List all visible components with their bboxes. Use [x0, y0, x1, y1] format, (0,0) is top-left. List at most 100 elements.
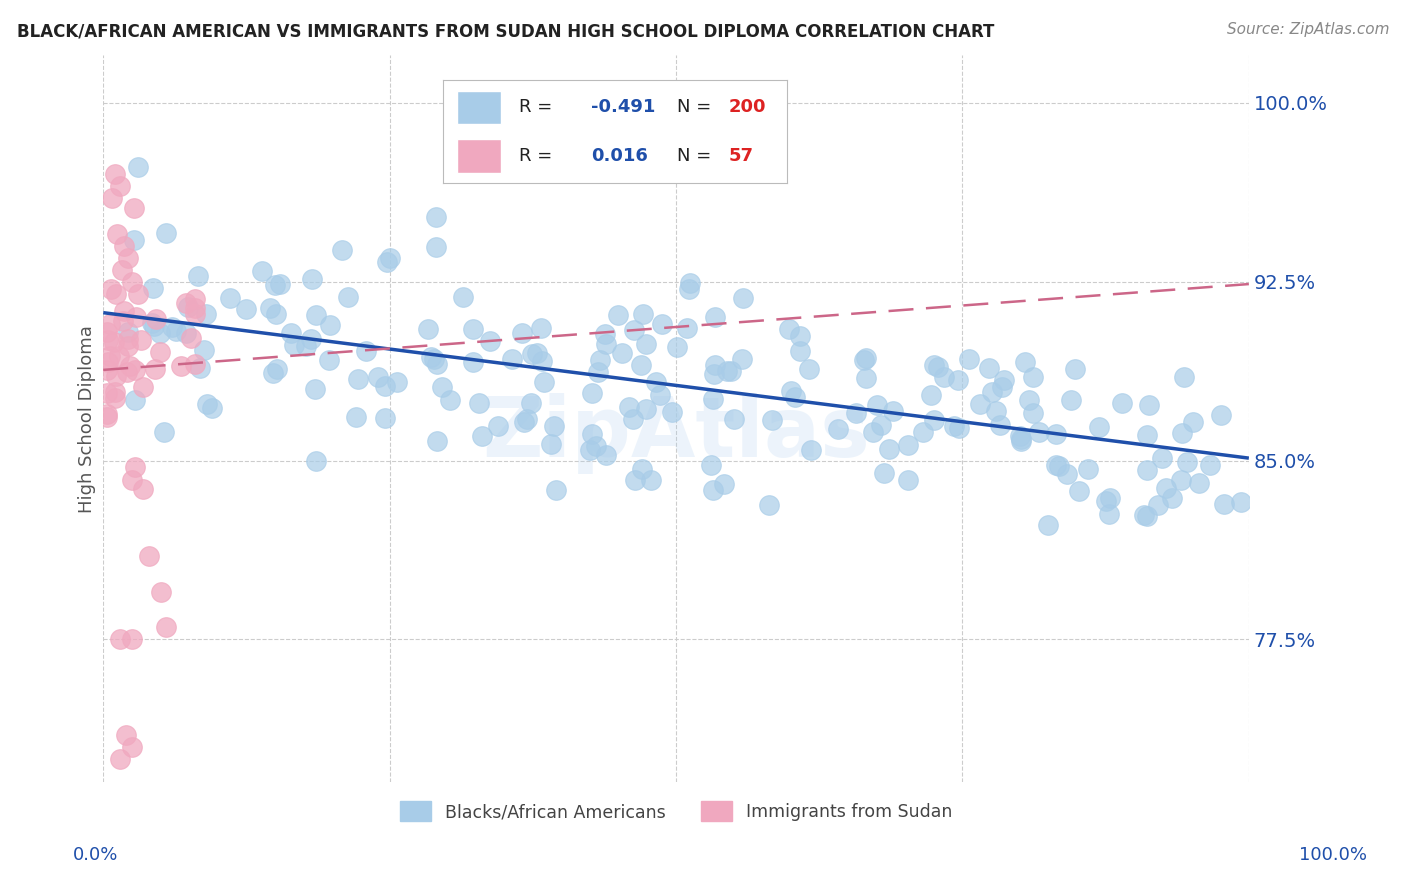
Point — [110, 262, 132, 277]
Point — [1136, 463, 1159, 477]
Point — [873, 467, 896, 481]
Point — [981, 385, 1004, 400]
Point — [922, 358, 945, 372]
Point — [1087, 420, 1109, 434]
Point — [104, 391, 127, 405]
Text: Source: ZipAtlas.com: Source: ZipAtlas.com — [1226, 22, 1389, 37]
Point — [1098, 507, 1121, 521]
Point — [651, 317, 673, 331]
Point — [543, 419, 565, 434]
Text: N =: N = — [678, 147, 711, 165]
Point — [122, 233, 145, 247]
Point — [117, 251, 139, 265]
Point — [105, 287, 128, 301]
Point — [993, 373, 1015, 387]
Point — [866, 398, 889, 412]
Point — [1099, 491, 1122, 506]
Point — [1010, 432, 1032, 446]
Point — [704, 310, 727, 325]
Point — [882, 404, 904, 418]
Point — [703, 368, 725, 382]
Point — [184, 301, 207, 316]
Point — [927, 360, 949, 375]
Point — [486, 418, 509, 433]
Point — [1137, 398, 1160, 412]
Point — [797, 361, 820, 376]
Point — [264, 278, 287, 293]
Point — [266, 362, 288, 376]
Point — [640, 473, 662, 487]
FancyBboxPatch shape — [457, 91, 502, 124]
Point — [988, 418, 1011, 433]
Point — [479, 334, 502, 348]
Point — [1133, 508, 1156, 523]
Point — [250, 264, 273, 278]
Point — [110, 751, 132, 765]
Point — [426, 357, 449, 371]
Point — [259, 301, 281, 315]
Point — [127, 160, 149, 174]
Point — [1111, 396, 1133, 410]
Point — [877, 442, 900, 456]
Point — [336, 290, 359, 304]
Point — [780, 384, 803, 398]
Point — [942, 418, 965, 433]
Point — [367, 370, 389, 384]
Point — [595, 336, 617, 351]
Point — [661, 405, 683, 419]
Point — [112, 239, 135, 253]
Point — [149, 326, 172, 340]
Point — [104, 384, 127, 399]
Point — [533, 375, 555, 389]
Point — [149, 345, 172, 359]
Point — [387, 376, 409, 390]
Point — [97, 334, 120, 348]
Point — [160, 320, 183, 334]
Point — [98, 349, 121, 363]
Point — [1047, 458, 1070, 473]
Point — [100, 282, 122, 296]
Point — [425, 240, 447, 254]
Point — [595, 448, 617, 462]
Point — [97, 355, 120, 369]
Point — [1198, 458, 1220, 472]
Point — [377, 254, 399, 268]
Point — [1056, 467, 1078, 482]
Point — [520, 396, 543, 410]
Point — [426, 434, 449, 449]
Point — [201, 401, 224, 416]
Point — [516, 411, 538, 425]
Point — [585, 439, 607, 453]
Point — [305, 308, 328, 322]
Point — [453, 290, 475, 304]
Point — [589, 353, 612, 368]
Point — [461, 355, 484, 369]
Point — [800, 443, 823, 458]
Point — [121, 275, 143, 289]
Point — [969, 397, 991, 411]
Point — [932, 369, 955, 384]
Point — [98, 318, 121, 332]
Point — [1156, 481, 1178, 495]
Text: 0.0%: 0.0% — [73, 846, 118, 863]
Point — [897, 474, 920, 488]
Point — [897, 438, 920, 452]
Point — [142, 281, 165, 295]
Point — [645, 375, 668, 389]
Point — [1213, 497, 1236, 511]
Legend: Blacks/African Americans, Immigrants from Sudan: Blacks/African Americans, Immigrants fro… — [394, 795, 959, 829]
Point — [957, 351, 980, 366]
Point — [666, 340, 689, 354]
Point — [1022, 370, 1045, 384]
Point — [853, 353, 876, 368]
Point — [979, 361, 1001, 376]
Point — [948, 373, 970, 387]
Point — [678, 282, 700, 296]
Point — [1036, 518, 1059, 533]
Point — [280, 326, 302, 341]
Point — [115, 728, 138, 742]
Point — [235, 301, 257, 316]
Point — [678, 276, 700, 290]
Point — [218, 291, 240, 305]
Point — [112, 314, 135, 328]
